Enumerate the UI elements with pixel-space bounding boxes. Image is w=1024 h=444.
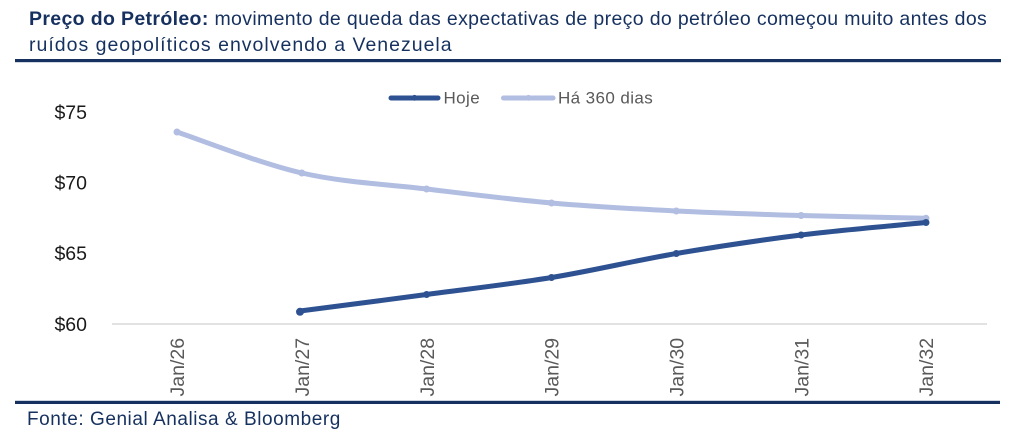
svg-text:Jan/31: Jan/31 <box>791 338 813 397</box>
svg-text:Jan/26: Jan/26 <box>167 338 189 397</box>
svg-text:Há 360 dias: Há 360 dias <box>558 89 653 108</box>
svg-text:$60: $60 <box>54 314 87 336</box>
svg-text:$75: $75 <box>54 102 87 124</box>
svg-text:$65: $65 <box>54 243 87 265</box>
svg-text:Jan/29: Jan/29 <box>542 338 564 397</box>
svg-text:Jan/30: Jan/30 <box>667 338 689 397</box>
svg-text:Hoje: Hoje <box>444 89 481 108</box>
svg-text:Jan/28: Jan/28 <box>417 338 439 397</box>
svg-text:Jan/27: Jan/27 <box>292 338 314 397</box>
svg-text:Jan/32: Jan/32 <box>916 338 938 397</box>
svg-text:$70: $70 <box>54 173 87 195</box>
